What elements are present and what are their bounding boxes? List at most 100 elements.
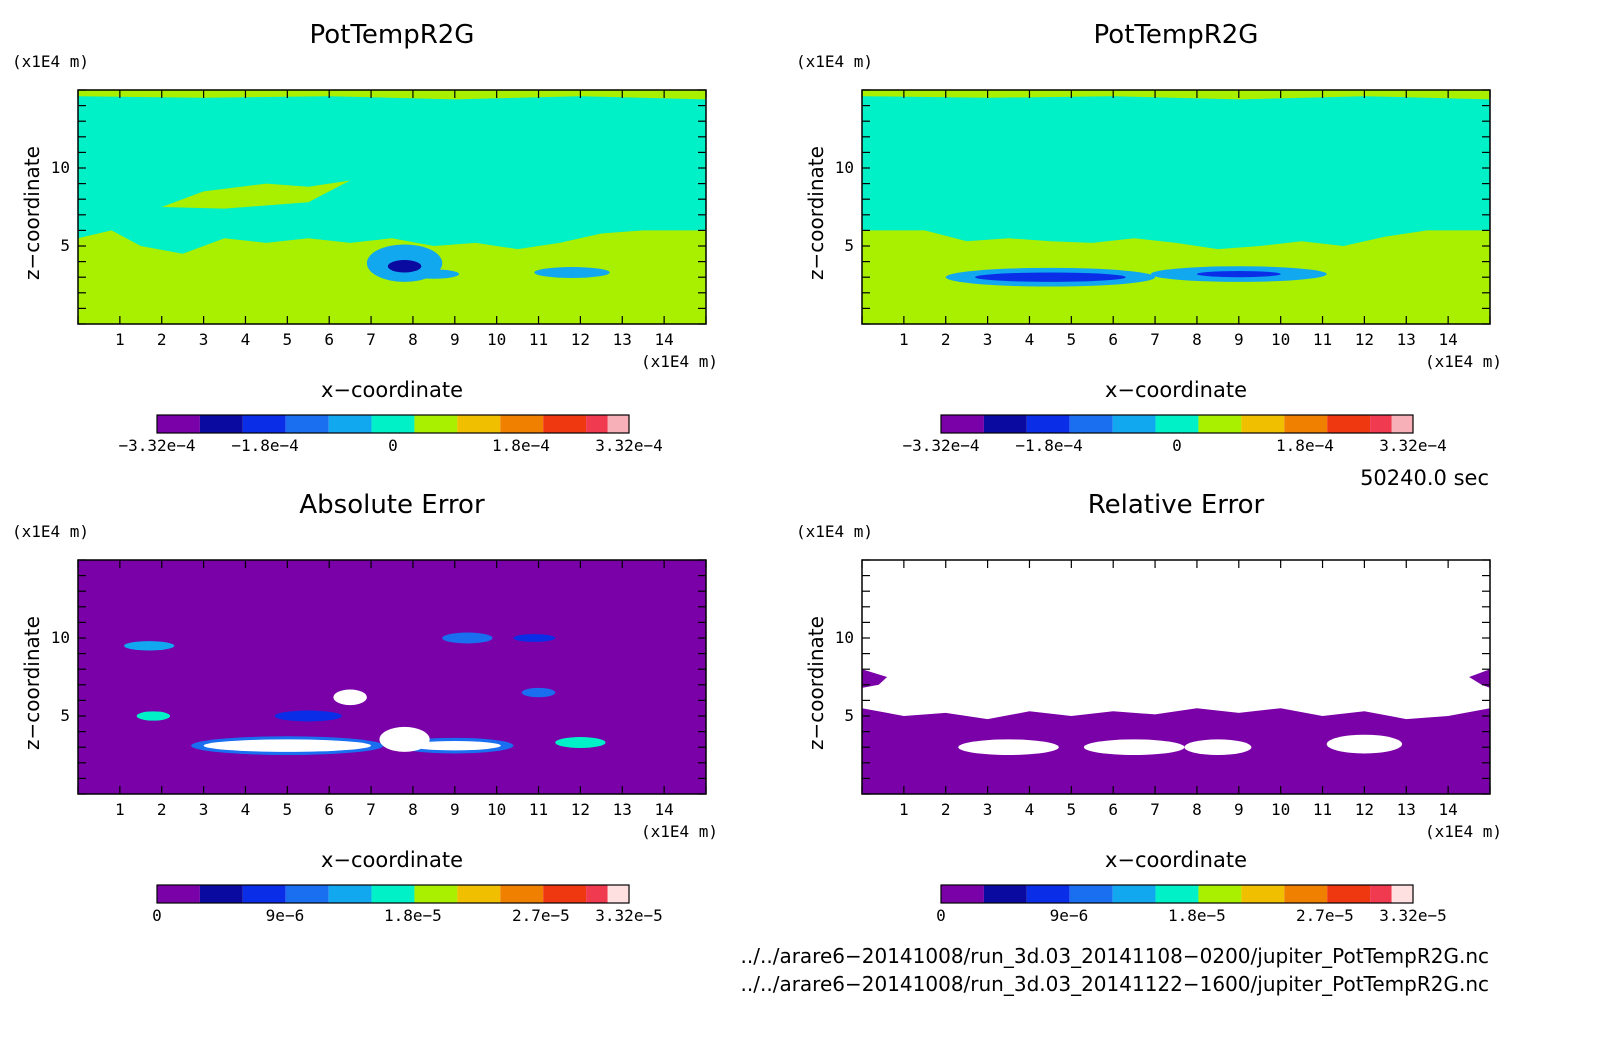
- colorbar-swatch: [328, 415, 372, 433]
- colorbar-label: 1.8e−5: [383, 906, 442, 925]
- x-tick-label: 11: [1312, 800, 1333, 819]
- plot-frame: [77, 559, 707, 795]
- plot-frame: [861, 559, 1491, 795]
- colorbar: [156, 884, 630, 904]
- colorbar-swatch: [1241, 415, 1285, 433]
- x-tick-label: 7: [1150, 330, 1160, 349]
- x-axis-label: x−coordinate: [320, 848, 464, 872]
- colorbar-frame: [940, 884, 1414, 904]
- field-patch: [1083, 739, 1185, 755]
- colorbar-label: 1.8e−4: [492, 436, 550, 455]
- colorbar-label: −3.32e−4: [118, 436, 196, 455]
- x-tick-label: 4: [1024, 800, 1035, 819]
- x-tick-label: 5: [1066, 330, 1077, 349]
- x-tick-label: 1: [115, 330, 125, 349]
- x-tick-label: 7: [1150, 800, 1160, 819]
- y-tick-label: 10: [50, 628, 70, 647]
- colorbar-label: 0: [152, 906, 162, 925]
- plot-title: PotTempR2G: [309, 20, 475, 50]
- field-blob: [534, 267, 610, 278]
- field: [862, 560, 1490, 794]
- x-tick-label: 9: [449, 330, 460, 349]
- colorbar-label: −1.8e−4: [231, 436, 299, 455]
- field: [862, 90, 1490, 324]
- field: [78, 90, 706, 324]
- plot-area: [77, 559, 707, 795]
- field-blob: [274, 710, 342, 722]
- colorbar-frame: [940, 414, 1414, 434]
- y-tick-label: 5: [844, 706, 854, 725]
- colorbar-swatch: [1241, 885, 1285, 903]
- y-tick-label: 5: [60, 236, 70, 255]
- x-tick-label: 6: [1108, 330, 1119, 349]
- colorbar-swatch: [1112, 885, 1156, 903]
- y-unit-label: (x1E4 m): [796, 522, 874, 541]
- colorbar-label: −3.32e−4: [902, 436, 980, 455]
- colorbar-label: −1.8e−4: [1015, 436, 1083, 455]
- x-tick-label: 6: [324, 800, 335, 819]
- plot-area: [861, 89, 1491, 325]
- colorbar-swatch: [199, 415, 243, 433]
- field-blob: [513, 634, 556, 642]
- x-tick-label: 2: [156, 330, 167, 349]
- x-tick-label: 10: [487, 330, 507, 349]
- x-tick-label: 14: [1438, 330, 1458, 349]
- colorbar-swatch: [1327, 415, 1371, 433]
- x-tick-label: 8: [1192, 800, 1202, 819]
- colorbar-swatch: [414, 885, 458, 903]
- plot-title: Relative Error: [1087, 490, 1265, 520]
- colorbar-swatch: [1155, 885, 1199, 903]
- x-tick-label: 7: [366, 800, 376, 819]
- x-tick-label: 7: [366, 330, 376, 349]
- x-tick-label: 6: [1108, 800, 1119, 819]
- y-unit-label: (x1E4 m): [12, 52, 90, 71]
- colorbar-swatch: [983, 415, 1027, 433]
- colorbar-label: 2.7e−5: [511, 906, 570, 925]
- x-tick-label: 12: [1354, 330, 1375, 349]
- x-unit-label: (x1E4 m): [640, 822, 718, 841]
- x-tick-label: 4: [240, 800, 251, 819]
- x-tick-label: 14: [654, 800, 674, 819]
- x-tick-label: 3: [198, 800, 209, 819]
- y-axis-label: z−coordinate: [804, 146, 828, 280]
- colorbar-swatch: [500, 885, 544, 903]
- colorbar-swatch: [457, 885, 501, 903]
- colorbar: [940, 884, 1414, 904]
- x-tick-label: 1: [899, 330, 909, 349]
- x-tick-label: 2: [940, 800, 951, 819]
- field-background: [78, 560, 706, 794]
- colorbar-swatch: [157, 415, 200, 433]
- plot-frame: [861, 89, 1491, 325]
- x-unit-label: (x1E4 m): [640, 352, 718, 371]
- field-patch: [1469, 669, 1490, 688]
- colorbar-swatch: [543, 885, 587, 903]
- x-unit-label: (x1E4 m): [1424, 822, 1502, 841]
- colorbar-swatch: [1069, 415, 1113, 433]
- x-tick-label: 13: [1396, 800, 1416, 819]
- time-label: 50240.0 sec: [1360, 466, 1489, 490]
- colorbar-swatch: [1284, 885, 1328, 903]
- field-min: [975, 272, 1126, 282]
- colorbar-label: 3.32e−5: [595, 906, 663, 925]
- colorbar-label: 9e−6: [1049, 906, 1089, 925]
- field-top-band: [78, 90, 706, 100]
- colorbar-swatch: [1391, 415, 1413, 433]
- plot-area: [77, 89, 707, 325]
- x-axis-label: x−coordinate: [320, 378, 464, 402]
- colorbar-label: 2.7e−5: [1295, 906, 1354, 925]
- x-tick-label: 11: [1312, 330, 1333, 349]
- colorbar-swatch: [1198, 415, 1242, 433]
- colorbar-swatch: [371, 415, 415, 433]
- plot-area: [861, 559, 1491, 795]
- colorbar-swatch: [457, 415, 501, 433]
- x-tick-label: 13: [612, 330, 632, 349]
- x-tick-label: 13: [612, 800, 632, 819]
- colorbar-swatch: [1155, 415, 1199, 433]
- x-tick-label: 3: [198, 330, 209, 349]
- colorbar-label: 0: [1172, 436, 1182, 455]
- x-tick-label: 10: [1271, 800, 1291, 819]
- x-axis-label: x−coordinate: [1104, 848, 1248, 872]
- field-blob: [555, 737, 606, 748]
- y-unit-label: (x1E4 m): [796, 52, 874, 71]
